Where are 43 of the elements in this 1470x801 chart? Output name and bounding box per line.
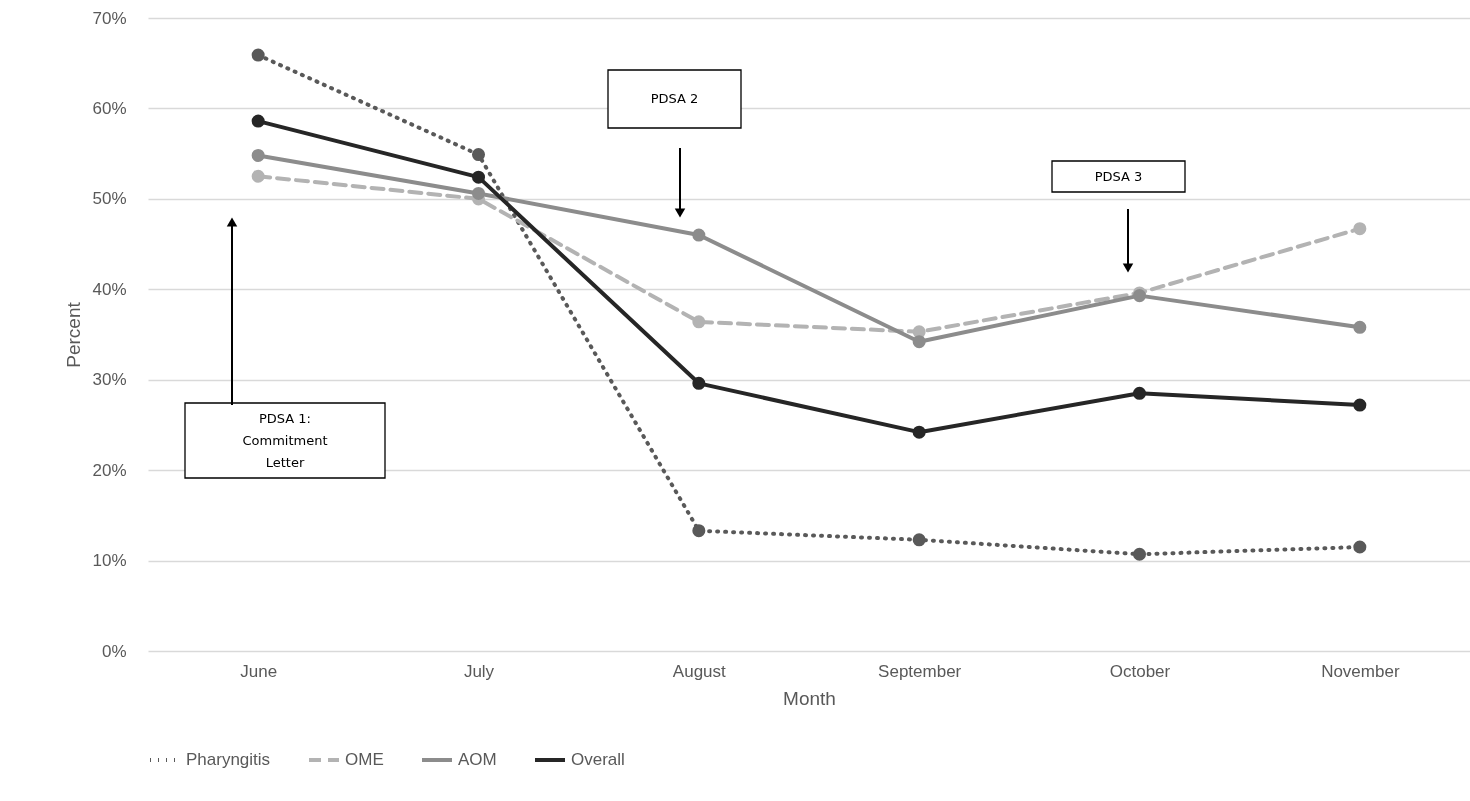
point [692,315,706,329]
point [1353,540,1367,554]
point [692,376,706,390]
x-tick-label: November [1321,661,1400,681]
x-axis-title: Month [783,687,836,709]
point [471,186,486,200]
point [1353,320,1367,334]
point [1132,386,1147,400]
y-tick-label: 60% [92,98,127,118]
point [692,524,706,538]
legend-label: AOM [458,750,497,769]
x-tick-label: September [878,661,962,681]
x-tick-label: July [463,661,495,681]
point [251,169,265,183]
point [912,335,926,349]
point [912,533,926,547]
point [251,148,265,162]
legend-label: Pharyngitis [186,750,271,769]
annotation: PDSA 1: Commitment Letter [242,410,328,470]
point [251,114,265,128]
annotation: PDSA 3 [1094,168,1143,184]
y-tick-label: 30% [92,370,127,390]
point [912,425,926,439]
point [1353,222,1367,236]
point [1132,547,1147,561]
point [471,170,486,184]
y-tick-label: 70% [92,8,127,28]
x-tick-label: June [240,661,278,681]
y-tick-label: 50% [92,189,127,209]
y-axis-title: Percent [63,301,85,368]
legend-label: OME [345,750,384,769]
y-tick-label: 10% [92,551,127,571]
x-tick-label: October [1109,661,1171,681]
point [1353,398,1367,412]
point [471,148,486,162]
y-tick-label: 0% [101,641,127,661]
annotation: PDSA 2 [650,91,699,106]
y-tick-label: 40% [92,279,127,299]
y-tick-label: 20% [92,460,127,480]
legend-label: Overall [571,750,625,769]
x-tick-label: August [672,661,727,681]
point [251,48,265,62]
point [692,228,706,242]
